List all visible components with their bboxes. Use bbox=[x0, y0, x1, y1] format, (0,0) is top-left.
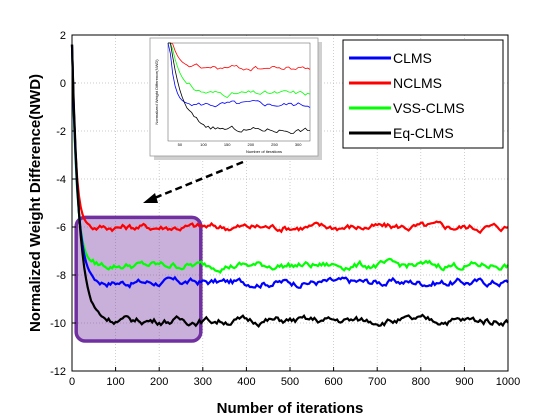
legend: CLMS NCLMS VSS-CLMS Eq-CLMS bbox=[342, 39, 504, 149]
inset-line-vss-clms bbox=[168, 42, 311, 98]
x-tick-label: 400 bbox=[237, 376, 255, 388]
legend-label: NCLMS bbox=[393, 75, 442, 91]
x-axis-label: Number of iterations bbox=[217, 400, 364, 417]
inset-line-nclms bbox=[168, 42, 311, 72]
y-tick-label: -6 bbox=[56, 222, 66, 234]
zoom-inset: 50 100 150 200 250 300 Number of iterations Nor… bbox=[149, 37, 322, 160]
x-tick-label: 1000 bbox=[496, 376, 520, 388]
series-line-vss-clms bbox=[70, 44, 509, 274]
inset-plot-frame bbox=[167, 42, 311, 142]
x-tick-label: 200 bbox=[150, 376, 168, 388]
inset-x-label: Number of iterations bbox=[246, 149, 282, 154]
series-lines bbox=[70, 44, 509, 328]
y-tick-label: -10 bbox=[50, 318, 66, 330]
y-tick-label: -8 bbox=[56, 270, 66, 282]
y-tick-label: 0 bbox=[60, 78, 66, 90]
inset-frame bbox=[149, 37, 319, 157]
y-axis-label: Normalized Weight Difference(NWD) bbox=[27, 74, 44, 332]
y-tick-label: -12 bbox=[50, 366, 66, 378]
inset-x-tick-label: 150 bbox=[224, 142, 231, 147]
y-tick-label: -4 bbox=[56, 174, 66, 186]
x-tick-label: 0 bbox=[69, 376, 75, 388]
legend-label: Eq-CLMS bbox=[393, 125, 454, 141]
x-tick-label: 300 bbox=[194, 376, 212, 388]
x-tick-label: 900 bbox=[455, 376, 473, 388]
x-tick-label: 500 bbox=[281, 376, 299, 388]
y-ticks: 2 0 -2 -4 -6 -8 -10 -12 bbox=[50, 30, 76, 378]
x-tick-label: 600 bbox=[324, 376, 342, 388]
y-tick-label: 2 bbox=[60, 30, 66, 42]
zoom-arrow bbox=[143, 160, 244, 203]
x-tick-label: 100 bbox=[106, 376, 124, 388]
y-tick-label: -2 bbox=[56, 126, 66, 138]
inset-x-tick-label: 250 bbox=[271, 142, 278, 147]
x-ticks: 0 100 200 300 400 500 600 700 800 900 1000 bbox=[69, 367, 520, 388]
x-tick-label: 800 bbox=[412, 376, 430, 388]
inset-line-eq-clms bbox=[168, 42, 311, 135]
inset-y-label: Normalized Weight Difference(NWD) bbox=[154, 59, 159, 125]
inset-x-tick-label: 300 bbox=[295, 142, 302, 147]
series-line-eq-clms bbox=[70, 44, 509, 328]
inset-x-tick-label: 200 bbox=[247, 142, 254, 147]
x-tick-label: 700 bbox=[368, 376, 386, 388]
legend-label: VSS-CLMS bbox=[393, 100, 465, 116]
inset-x-tick-label: 100 bbox=[200, 142, 207, 147]
inset-line-clms bbox=[167, 42, 311, 108]
series-line-clms bbox=[70, 44, 509, 290]
inset-x-tick-label: 50 bbox=[178, 142, 183, 147]
legend-label: CLMS bbox=[393, 50, 432, 66]
series-line-nclms bbox=[70, 44, 509, 235]
